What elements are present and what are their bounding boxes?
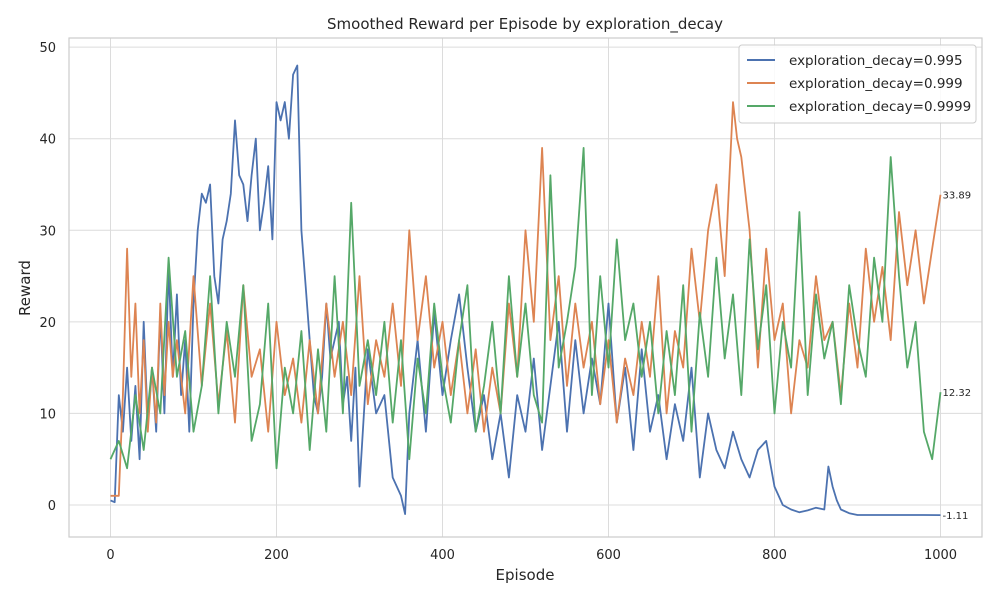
- legend-label: exploration_decay=0.9999: [789, 99, 971, 115]
- legend: exploration_decay=0.995 exploration_decay…: [738, 44, 977, 124]
- end-value-labels: -1.11 33.89 12.32: [943, 191, 972, 522]
- plot-frame: [68, 37, 983, 538]
- x-tick-labels: 0 200 400 600 800 1000: [106, 548, 957, 563]
- x-tick-label: 600: [596, 548, 621, 563]
- x-tick-label: 0: [106, 548, 114, 563]
- x-tick-label: 400: [430, 548, 455, 563]
- x-tick-label: 1000: [924, 548, 957, 563]
- x-tick-label: 200: [264, 548, 289, 563]
- y-axis-label: Reward: [16, 260, 34, 316]
- x-tick-label: 800: [762, 548, 787, 563]
- y-tick-labels: 0 10 20 30 40 50: [39, 41, 56, 514]
- chart-title: Smoothed Reward per Episode by explorati…: [327, 15, 723, 34]
- y-tick-label: 10: [39, 407, 56, 422]
- legend-label: exploration_decay=0.995: [789, 53, 963, 69]
- end-value-label: -1.11: [943, 511, 969, 522]
- legend-label: exploration_decay=0.999: [789, 76, 963, 92]
- y-tick-label: 20: [39, 316, 56, 331]
- y-tick-label: 0: [48, 499, 56, 514]
- end-value-label: 33.89: [943, 191, 972, 202]
- x-axis-label: Episode: [496, 566, 555, 584]
- end-value-label: 12.32: [943, 388, 972, 399]
- y-tick-label: 30: [39, 224, 56, 239]
- series-line-3: [109, 146, 942, 470]
- legend-box: [738, 44, 977, 124]
- series-line-1: [110, 64, 941, 516]
- y-tick-label: 50: [39, 41, 56, 56]
- series-lines: [109, 64, 942, 516]
- y-tick-label: 40: [39, 133, 56, 148]
